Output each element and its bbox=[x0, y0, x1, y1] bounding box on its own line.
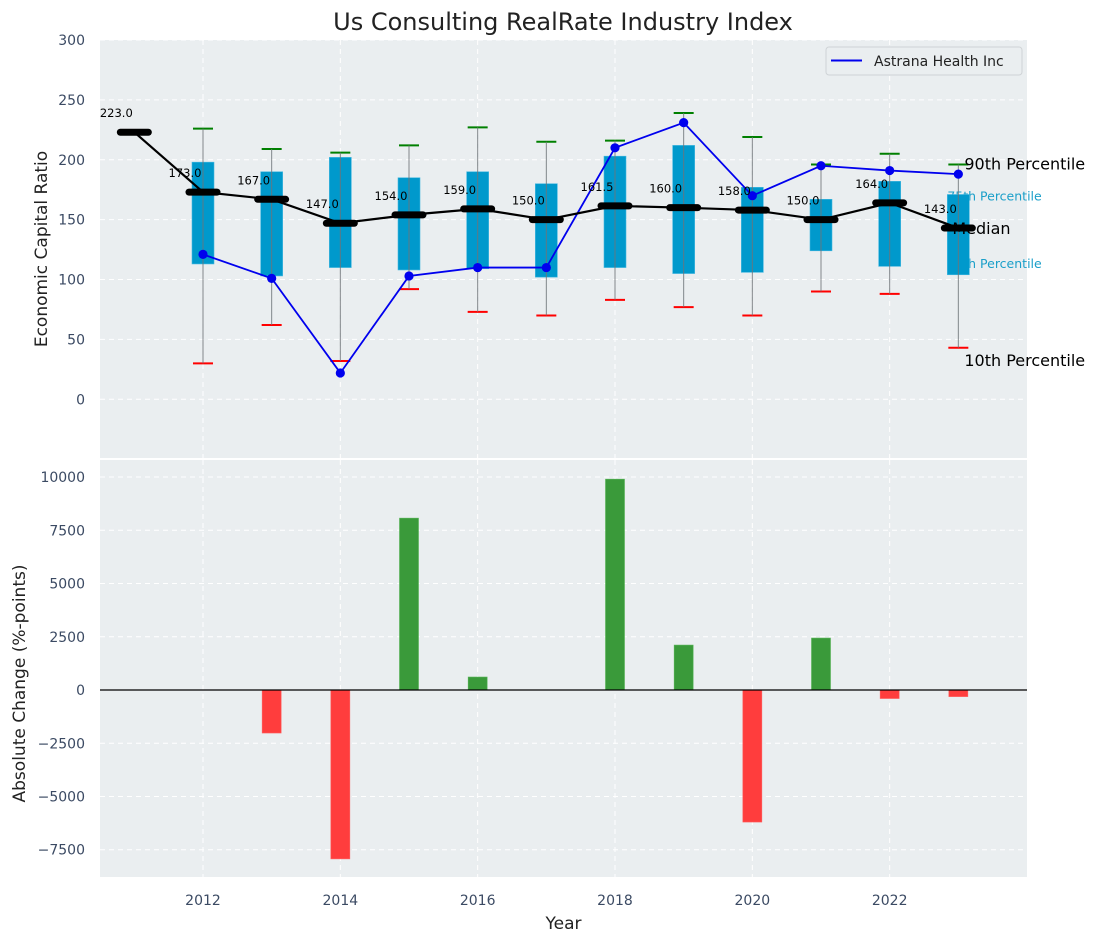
chart-title: Us Consulting RealRate Industry Index bbox=[333, 8, 793, 36]
y-tick-label: 100 bbox=[58, 273, 85, 289]
percentile-annotations: 90th Percentile Median 10th Percentile bbox=[952, 155, 1085, 370]
x-tick-label: 2016 bbox=[460, 893, 496, 909]
x-tick-label: 2018 bbox=[597, 893, 633, 909]
y-tick-label: 250 bbox=[58, 93, 85, 109]
median-value-label: 150.0 bbox=[787, 194, 820, 208]
y-tick-label: −2500 bbox=[38, 736, 85, 752]
annotation-p25: 25th Percentile bbox=[947, 256, 1042, 271]
y-tick-label: 10000 bbox=[40, 470, 85, 486]
median-value-label: 167.0 bbox=[237, 173, 270, 187]
median-value-label: 160.0 bbox=[649, 182, 682, 196]
company-point bbox=[816, 161, 826, 171]
change-bar bbox=[811, 637, 831, 691]
median-series bbox=[116, 128, 976, 232]
change-bar bbox=[467, 676, 488, 691]
annotation-median: Median bbox=[952, 219, 1010, 238]
legend-entry: Astrana Health Inc bbox=[874, 54, 1004, 70]
y-tick-label: −7500 bbox=[38, 843, 85, 859]
y-tick-label: 2500 bbox=[49, 630, 85, 646]
company-point bbox=[335, 368, 345, 378]
median-value-label: 143.0 bbox=[924, 202, 957, 216]
top-y-ticks: 0 50 100 150 200 250 300 bbox=[58, 33, 85, 408]
x-tick-label: 2014 bbox=[323, 893, 359, 909]
x-ticks: 2012 2014 2016 2018 2020 2022 bbox=[185, 893, 907, 909]
company-point bbox=[679, 118, 689, 128]
company-point bbox=[541, 262, 551, 273]
median-value-label: 164.0 bbox=[855, 177, 888, 191]
change-bar bbox=[948, 689, 969, 697]
company-series bbox=[198, 118, 963, 378]
company-point bbox=[473, 262, 483, 273]
legend: Astrana Health Inc bbox=[825, 46, 1023, 76]
x-tick-label: 2012 bbox=[185, 893, 221, 909]
annotation-p75: 75th Percentile bbox=[947, 189, 1042, 204]
company-point bbox=[198, 249, 208, 259]
annotation-p10: 10th Percentile bbox=[964, 351, 1085, 370]
top-plot-area bbox=[100, 40, 1027, 458]
company-point bbox=[885, 165, 895, 176]
bottom-plot-area bbox=[100, 460, 1027, 877]
change-bar bbox=[742, 689, 763, 823]
y-tick-label: −5000 bbox=[38, 789, 85, 805]
bottom-y-axis-label: Absolute Change (%-points) bbox=[10, 565, 30, 803]
company-point bbox=[747, 191, 757, 201]
whisker-lines bbox=[202, 113, 959, 364]
company-line bbox=[202, 121, 959, 375]
annotation-p90: 90th Percentile bbox=[964, 155, 1085, 174]
y-tick-label: 150 bbox=[58, 213, 85, 229]
x-tick-label: 2020 bbox=[735, 893, 771, 909]
company-point bbox=[404, 271, 414, 281]
median-value-label: 159.0 bbox=[443, 183, 476, 197]
change-bars bbox=[261, 478, 969, 860]
company-point bbox=[953, 169, 963, 179]
y-tick-label: 5000 bbox=[49, 577, 85, 593]
change-bar bbox=[673, 644, 694, 691]
median-value-label: 150.0 bbox=[512, 194, 545, 208]
y-tick-label: 200 bbox=[58, 153, 85, 169]
x-axis-label: Year bbox=[545, 914, 582, 934]
median-value-label: 223.0 bbox=[100, 106, 133, 120]
change-bar bbox=[879, 689, 900, 699]
median-value-label: 173.0 bbox=[169, 166, 202, 180]
y-tick-label: 7500 bbox=[49, 523, 85, 539]
change-bar bbox=[605, 478, 625, 691]
top-panel: 0 50 100 150 200 250 300 75th Percentile 25th P… bbox=[32, 33, 1085, 458]
median-value-label: 147.0 bbox=[306, 197, 339, 211]
y-tick-label: 0 bbox=[76, 683, 85, 699]
median-value-label: 161.5 bbox=[581, 180, 614, 194]
change-bar bbox=[330, 689, 351, 860]
x-tick-label: 2022 bbox=[872, 893, 908, 909]
median-labels: 223.0 173.0 167.0 147.0 154.0 159.0 150.0 161.5… bbox=[100, 106, 957, 216]
bottom-y-ticks: −7500 −5000 −2500 0 2500 5000 7500 10000 bbox=[38, 470, 85, 859]
company-point bbox=[610, 143, 620, 153]
y-tick-label: 50 bbox=[67, 332, 85, 348]
company-point bbox=[267, 273, 277, 283]
change-bar bbox=[399, 517, 419, 691]
y-tick-label: 300 bbox=[58, 33, 85, 49]
percentile-annotations-under: 75th Percentile 25th Percentile bbox=[947, 189, 1042, 271]
legend-box bbox=[825, 46, 1023, 76]
median-value-label: 158.0 bbox=[718, 184, 751, 198]
top-y-axis-label: Economic Capital Ratio bbox=[32, 151, 52, 347]
median-value-label: 154.0 bbox=[375, 189, 408, 203]
y-tick-label: 0 bbox=[76, 392, 85, 408]
change-bar bbox=[261, 689, 282, 734]
